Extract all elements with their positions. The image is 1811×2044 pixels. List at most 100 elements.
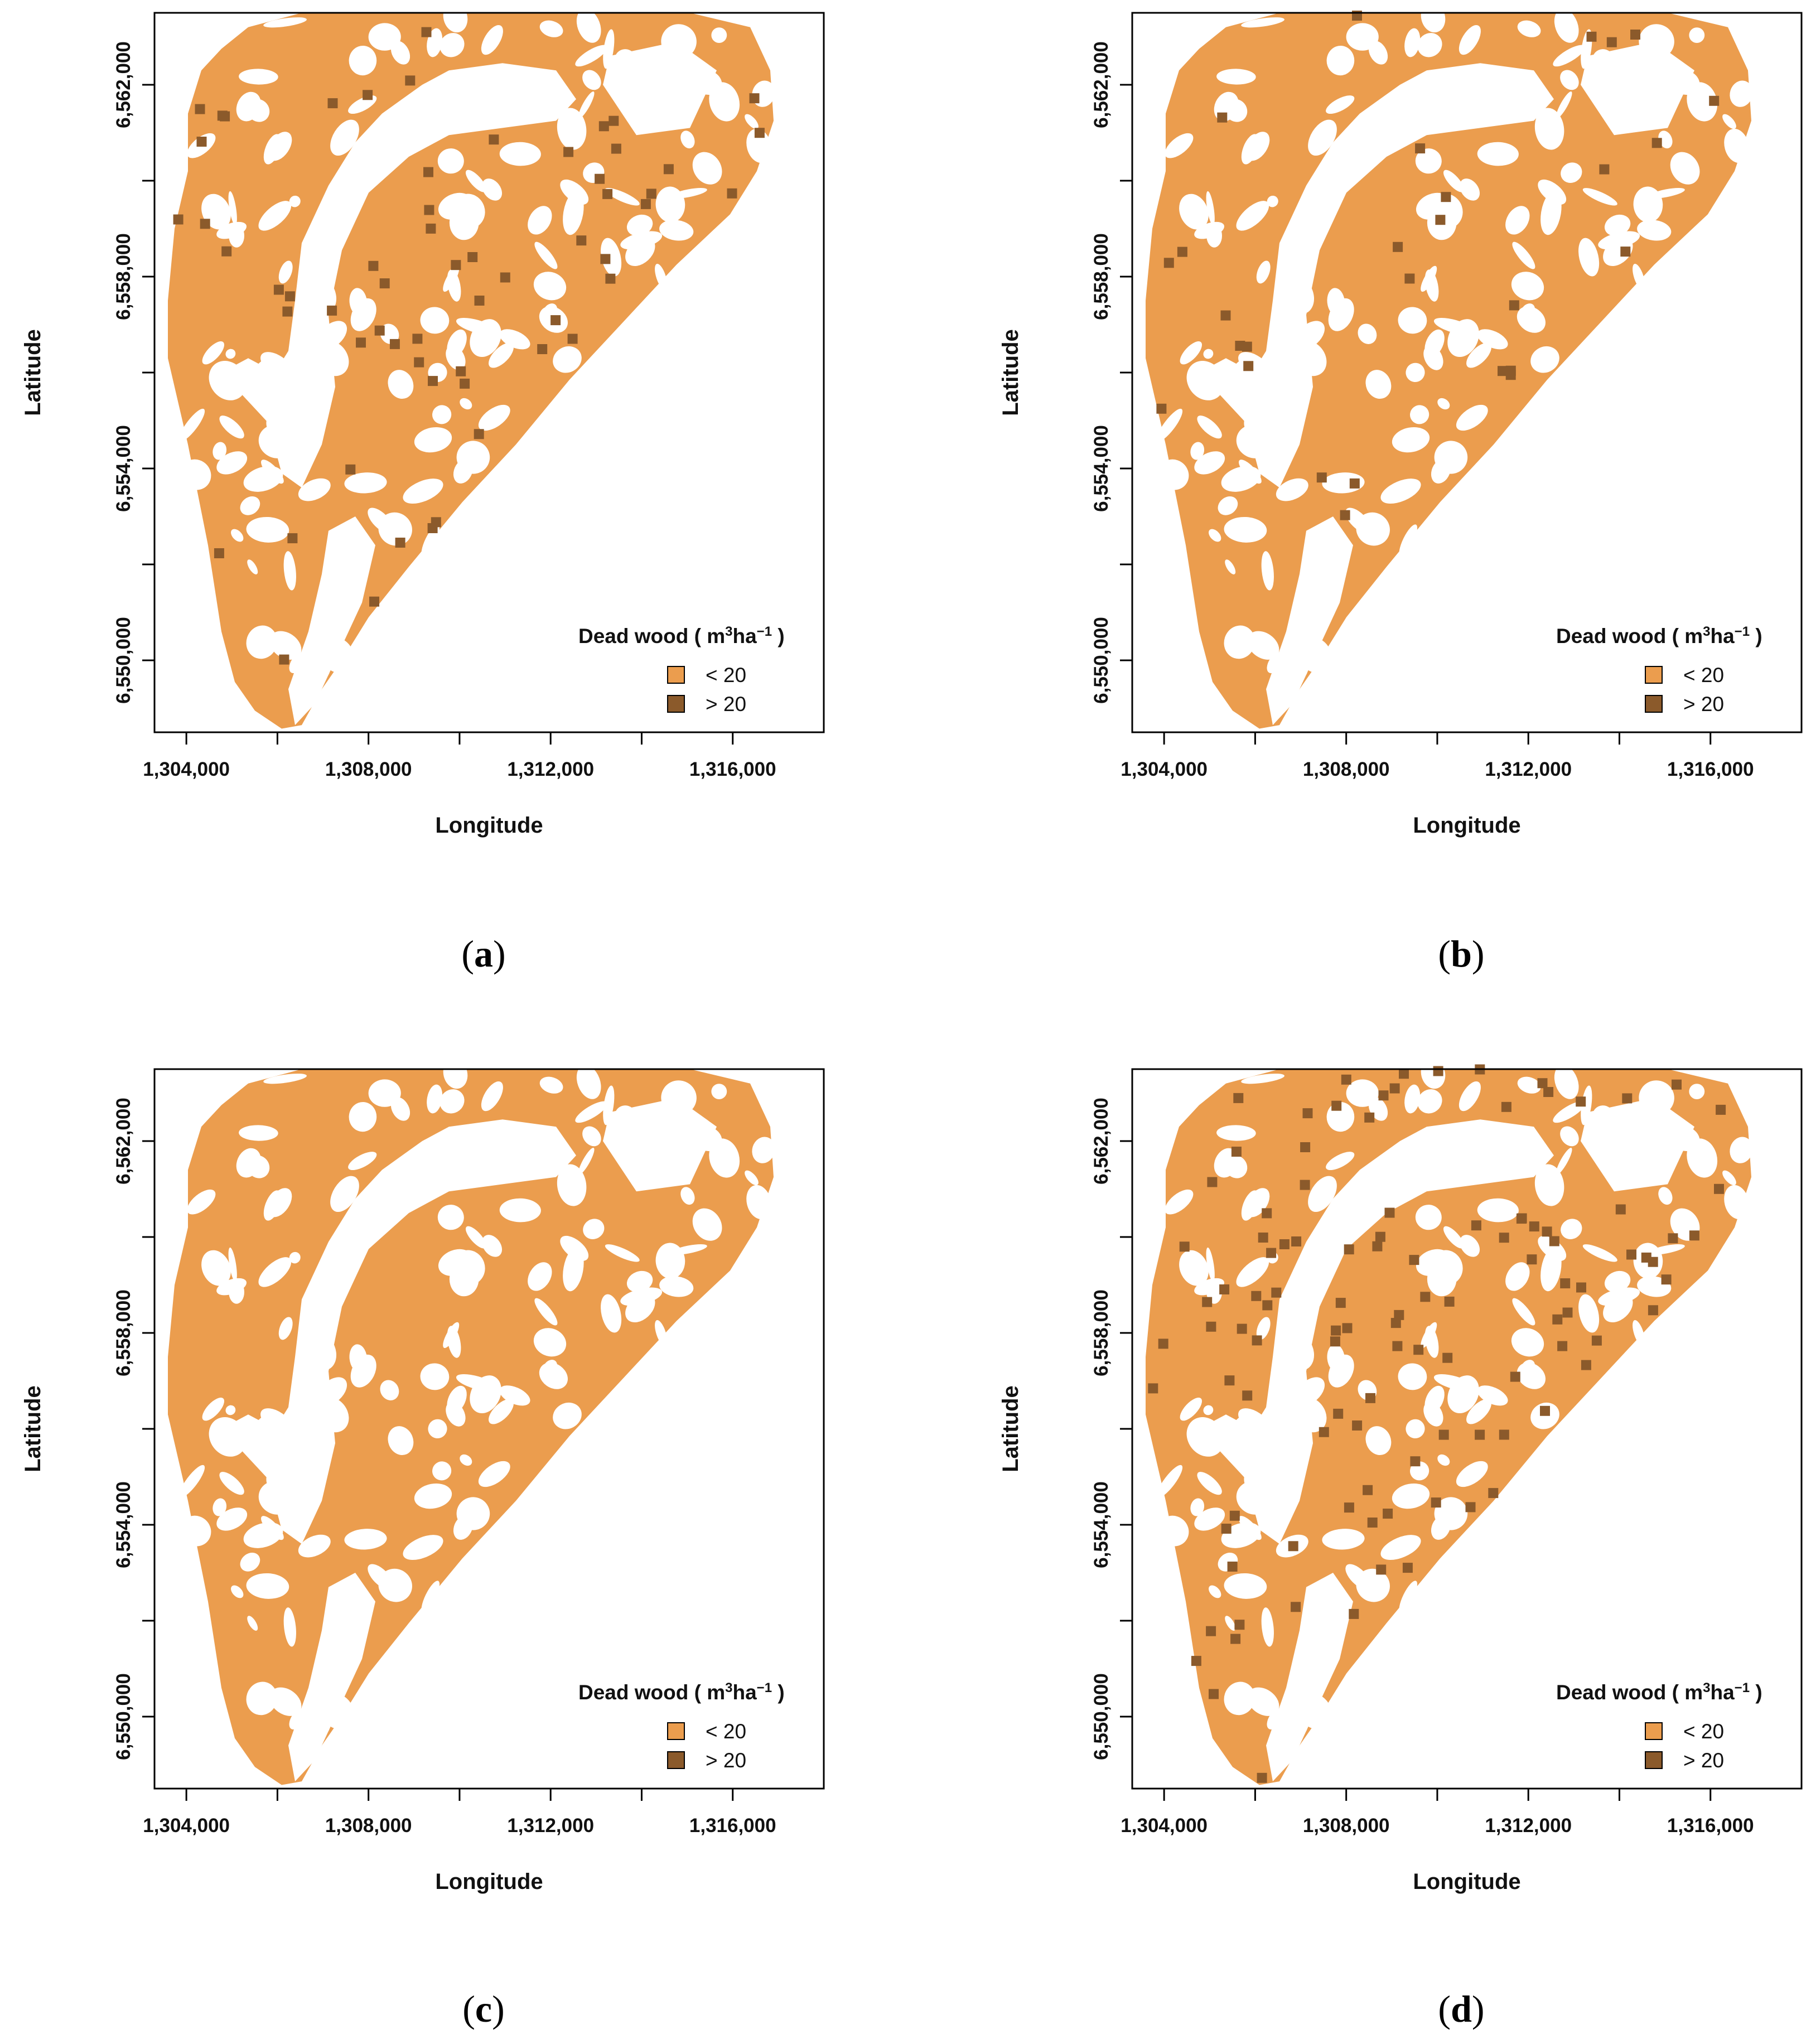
opening bbox=[1604, 1270, 1631, 1293]
dead-wood-patch-high bbox=[1576, 1096, 1586, 1107]
dead-wood-patch-high bbox=[567, 334, 578, 344]
y-tick-label: 6,554,000 bbox=[1090, 425, 1112, 512]
dead-wood-patch-high bbox=[609, 115, 619, 126]
opening bbox=[1256, 260, 1271, 284]
opening bbox=[539, 20, 563, 37]
dead-wood-patch-high bbox=[1206, 1626, 1216, 1636]
opening bbox=[1261, 551, 1274, 591]
opening bbox=[258, 201, 292, 231]
opening bbox=[659, 220, 694, 241]
opening bbox=[655, 186, 685, 223]
opening bbox=[655, 1320, 668, 1346]
opening bbox=[1620, 1145, 1633, 1158]
opening bbox=[1410, 405, 1430, 424]
opening bbox=[283, 551, 296, 591]
opening bbox=[603, 1085, 615, 1125]
opening bbox=[460, 1454, 472, 1466]
opening bbox=[711, 27, 727, 43]
opening bbox=[1436, 1166, 1463, 1183]
dead-wood-patch-high bbox=[640, 199, 651, 209]
opening bbox=[243, 466, 283, 492]
opening bbox=[456, 1497, 490, 1530]
opening bbox=[1356, 1568, 1390, 1602]
dead-wood-patch-high bbox=[428, 376, 438, 386]
opening bbox=[403, 479, 443, 504]
dead-wood-patch-high bbox=[423, 167, 433, 177]
opening bbox=[458, 109, 485, 127]
dead-wood-patch-high bbox=[1499, 1233, 1509, 1243]
dead-wood-patch-high bbox=[1510, 1371, 1520, 1382]
opening bbox=[180, 1515, 211, 1547]
dead-wood-patch-high bbox=[1651, 138, 1662, 148]
dead-wood-patch-high bbox=[345, 464, 356, 475]
legend-title: Dead wood ( m3ha−1 ) bbox=[1556, 1680, 1762, 1704]
opening bbox=[1553, 45, 1586, 67]
opening bbox=[746, 128, 772, 163]
opening bbox=[692, 1208, 722, 1241]
dead-wood-patch-high bbox=[1148, 1383, 1158, 1394]
dead-wood-patch-high bbox=[1714, 1183, 1724, 1194]
dead-wood-patch-high bbox=[467, 252, 478, 262]
dead-wood-patch-high bbox=[1224, 1375, 1235, 1386]
legend-swatch bbox=[667, 1722, 685, 1740]
dead-wood-patch-high bbox=[379, 278, 390, 289]
fjord bbox=[288, 1573, 375, 1782]
opening bbox=[642, 1145, 655, 1158]
opening bbox=[1190, 442, 1205, 460]
opening bbox=[1203, 1405, 1214, 1415]
y-axis-title: Latitude bbox=[21, 1385, 45, 1472]
dead-wood-patch-high bbox=[1549, 1236, 1559, 1246]
dead-wood-patch-high bbox=[368, 260, 379, 271]
opening bbox=[1424, 329, 1445, 357]
opening bbox=[239, 69, 278, 85]
opening bbox=[1224, 99, 1248, 122]
opening bbox=[1560, 1126, 1579, 1147]
dead-wood-patch-high bbox=[1227, 1562, 1238, 1572]
opening bbox=[452, 194, 485, 229]
opening bbox=[1276, 478, 1308, 501]
legend-title: Dead wood ( m3ha−1 ) bbox=[578, 624, 785, 648]
opening bbox=[388, 370, 414, 399]
opening bbox=[629, 1162, 650, 1188]
x-tick-label: 1,316,000 bbox=[1667, 1815, 1754, 1837]
opening bbox=[420, 307, 450, 334]
opening bbox=[499, 142, 541, 166]
opening bbox=[1607, 106, 1628, 132]
opening bbox=[752, 1137, 775, 1163]
opening bbox=[1540, 191, 1562, 235]
opening bbox=[1312, 208, 1328, 230]
legend-title: Dead wood ( m3ha−1 ) bbox=[1556, 624, 1762, 648]
dead-wood-patch-high bbox=[1209, 1689, 1219, 1699]
opening bbox=[1194, 451, 1225, 475]
opening bbox=[1540, 1247, 1562, 1292]
opening bbox=[1292, 1397, 1327, 1433]
y-tick-label: 6,550,000 bbox=[113, 617, 134, 704]
dead-wood-patch-high bbox=[1344, 1244, 1354, 1255]
opening bbox=[440, 33, 465, 57]
dead-wood-patch-high bbox=[217, 110, 228, 121]
opening bbox=[1326, 46, 1355, 76]
dead-wood-patch-high bbox=[489, 134, 499, 145]
opening bbox=[1560, 70, 1579, 90]
dead-wood-patch-high bbox=[1709, 95, 1720, 106]
dead-wood-patch-high bbox=[1505, 370, 1516, 380]
dead-wood-patch-high bbox=[1237, 1323, 1247, 1334]
opening bbox=[711, 1084, 727, 1099]
opening bbox=[1582, 188, 1617, 206]
opening bbox=[1380, 1535, 1421, 1560]
dead-wood-patch-high bbox=[1331, 1100, 1342, 1111]
opening bbox=[578, 1148, 595, 1175]
opening bbox=[180, 459, 211, 490]
opening bbox=[187, 1189, 216, 1215]
opening bbox=[1437, 1454, 1450, 1466]
opening bbox=[278, 260, 293, 284]
opening bbox=[1730, 80, 1753, 107]
dead-wood-patch-high bbox=[273, 284, 284, 295]
opening bbox=[179, 1465, 205, 1498]
opening bbox=[315, 340, 349, 376]
opening bbox=[213, 1498, 227, 1516]
opening bbox=[1592, 1105, 1614, 1126]
opening bbox=[601, 238, 622, 277]
opening bbox=[213, 442, 227, 460]
opening bbox=[289, 1251, 301, 1264]
